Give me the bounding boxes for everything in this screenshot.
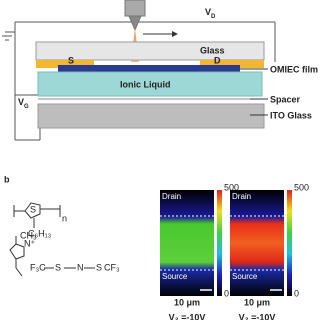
source-label: Source [232, 272, 258, 281]
scale-min: 0 [294, 288, 299, 298]
drain-label: Drain [232, 192, 251, 201]
spacer-label: Spacer [270, 94, 301, 104]
map-image [160, 190, 214, 296]
drain-label: D [214, 55, 221, 65]
anion-s2: S [96, 262, 102, 272]
polymer-side-chain: C₆H₁₃ [28, 228, 52, 238]
bias-label: V₂ =-10V [169, 312, 206, 320]
anion-n: N [77, 262, 84, 272]
glass-label: Glass [200, 45, 225, 55]
colorbar [217, 190, 222, 296]
cation-methyl: CH₃ [20, 230, 37, 240]
drain-label: Drain [162, 192, 181, 201]
scale-max: 500 [294, 182, 309, 192]
panel-label: b [4, 174, 10, 184]
vd-main: V [205, 7, 211, 17]
scale-max: 500 [224, 182, 239, 192]
polymer-s: S [30, 204, 36, 214]
source-label: Source [162, 272, 188, 281]
cation-n: N⁺ [24, 238, 35, 248]
scale-bar: 10 μm [244, 297, 270, 307]
anion-cf3-left: F₃C [30, 262, 46, 272]
map-image [230, 190, 284, 296]
anion-cf3-right: CF₃ [104, 262, 120, 272]
omiec-label: OMIEC film [270, 64, 318, 74]
vd-label: VD [205, 7, 216, 19]
scale-min: 0 [224, 288, 229, 298]
colorbar [287, 190, 292, 296]
polymer-n: n [62, 213, 67, 223]
ito-label: ITO Glass [270, 110, 312, 120]
scale-bar: 10 μm [174, 297, 200, 307]
ionic-label: Ionic Liquid [120, 79, 171, 89]
chemical-structures [9, 202, 95, 277]
image-panels: Drain Source 500 0 10 μm V₂ =-10V Drain Source 5… [160, 182, 309, 320]
vd-sub: D [211, 14, 216, 20]
panel-a [2, 0, 276, 141]
bias-label: V₂ =-10V [239, 312, 276, 320]
vg-main: V [18, 97, 24, 107]
anion-s1: S [55, 262, 61, 272]
vg-label: VG [18, 97, 29, 109]
source-label: S [68, 55, 74, 65]
vg-sub: G [24, 104, 29, 110]
